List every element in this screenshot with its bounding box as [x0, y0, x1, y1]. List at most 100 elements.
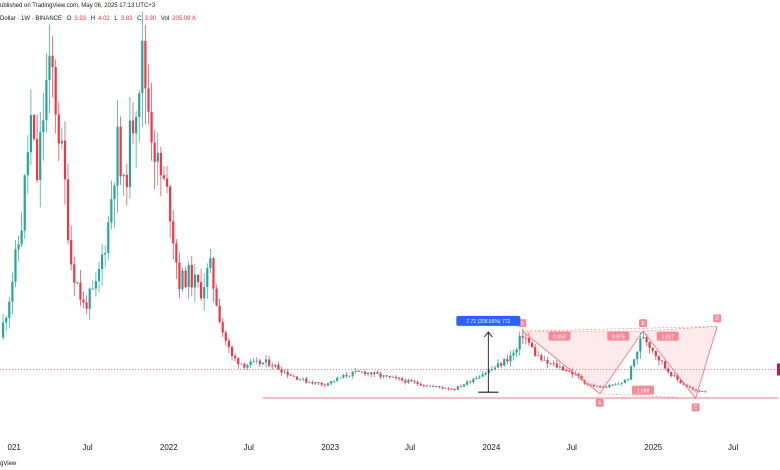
candle: [450, 387, 453, 390]
candle: [515, 347, 518, 358]
candle: [240, 363, 243, 365]
svg-text:1.088: 1.088: [637, 388, 650, 394]
candle: [549, 362, 552, 366]
candle: [589, 383, 592, 386]
candle: [376, 370, 379, 374]
candle: [193, 264, 196, 302]
svg-text:7.72 (208.55%) 772: 7.72 (208.55%) 772: [466, 319, 510, 325]
candle: [466, 380, 469, 387]
candle: [246, 363, 249, 370]
candle: [552, 360, 555, 367]
candle: [48, 24, 51, 114]
candle: [543, 355, 546, 361]
pattern-ratio-line: [599, 393, 696, 399]
symbol-text: Dollar · 1W · BINANCE: [0, 16, 63, 22]
pattern-point-d: D: [713, 314, 722, 323]
svg-text:X: X: [521, 321, 525, 327]
candle: [456, 385, 459, 391]
candle: [691, 386, 695, 391]
candle: [73, 256, 76, 296]
candle: [629, 365, 633, 381]
candle: [82, 291, 85, 309]
candle: [660, 360, 664, 365]
candle: [292, 374, 295, 377]
candle: [354, 368, 357, 374]
candle: [509, 350, 512, 367]
pattern-point-c: C: [691, 403, 700, 412]
candle: [230, 345, 234, 361]
candle: [534, 343, 537, 357]
candle: [397, 377, 401, 381]
candle: [435, 385, 438, 388]
candle: [367, 372, 370, 377]
candle: [104, 245, 107, 268]
candle: [302, 378, 305, 382]
candle: [258, 358, 261, 367]
candle: [425, 384, 429, 387]
candle: [441, 386, 444, 390]
measure-tool: 7.72 (208.55%) 772: [456, 315, 521, 393]
candle: [571, 368, 574, 378]
candle: [135, 111, 138, 169]
candle: [391, 375, 394, 378]
candle: [153, 130, 156, 190]
candle: [444, 388, 447, 389]
pattern-point-a: A: [595, 398, 604, 407]
x-tick-label: Jul: [405, 443, 415, 452]
candle: [336, 376, 339, 382]
candle: [704, 390, 707, 393]
candle: [128, 96, 132, 199]
candle: [169, 184, 172, 238]
price-scale-marker: [777, 363, 780, 376]
candle: [317, 382, 320, 385]
candle: [462, 383, 466, 388]
x-tick-label: 2025: [644, 443, 662, 452]
candle: [670, 371, 673, 378]
candle: [382, 374, 385, 379]
candle: [342, 373, 345, 379]
candle: [5, 315, 8, 331]
candle: [66, 163, 70, 245]
svg-text:D: D: [715, 316, 719, 322]
candle: [580, 374, 583, 381]
candle: [500, 361, 503, 369]
candle: [626, 377, 630, 382]
candle: [422, 384, 425, 388]
candle: [654, 350, 657, 360]
candle: [150, 83, 153, 161]
candle: [410, 378, 413, 382]
candle: [224, 330, 227, 346]
candle: [190, 255, 193, 297]
candle: [298, 378, 302, 381]
candle: [363, 369, 367, 377]
candle: [295, 376, 299, 381]
candle: [611, 383, 614, 386]
candle: [264, 354, 268, 368]
candle: [565, 368, 568, 373]
published-text: ublished on TradingView.com, May 06, 202…: [0, 3, 156, 9]
candle: [91, 280, 94, 290]
candle: [60, 128, 63, 149]
candle: [23, 174, 26, 239]
candle: [286, 369, 289, 379]
candle: [271, 362, 274, 370]
candle: [413, 379, 416, 384]
ohlc-open-key: O: [66, 16, 72, 22]
candle: [203, 273, 206, 311]
candle: [57, 101, 60, 161]
candle: [481, 371, 484, 378]
candle: [172, 210, 175, 260]
candle: [14, 240, 17, 288]
candle: [88, 287, 91, 320]
candle: [234, 353, 237, 362]
candle: [428, 384, 432, 387]
candle: [8, 297, 11, 329]
symbol-legend: Dollar · 1W · BINANCE O 3.93 H 4.02 L 3.83 …: [0, 16, 196, 22]
candle: [54, 59, 57, 134]
pattern-triangle-bcd: [643, 326, 718, 399]
candle: [339, 377, 342, 379]
candle: [261, 362, 265, 366]
candle: [147, 64, 150, 125]
candle: [323, 383, 326, 388]
